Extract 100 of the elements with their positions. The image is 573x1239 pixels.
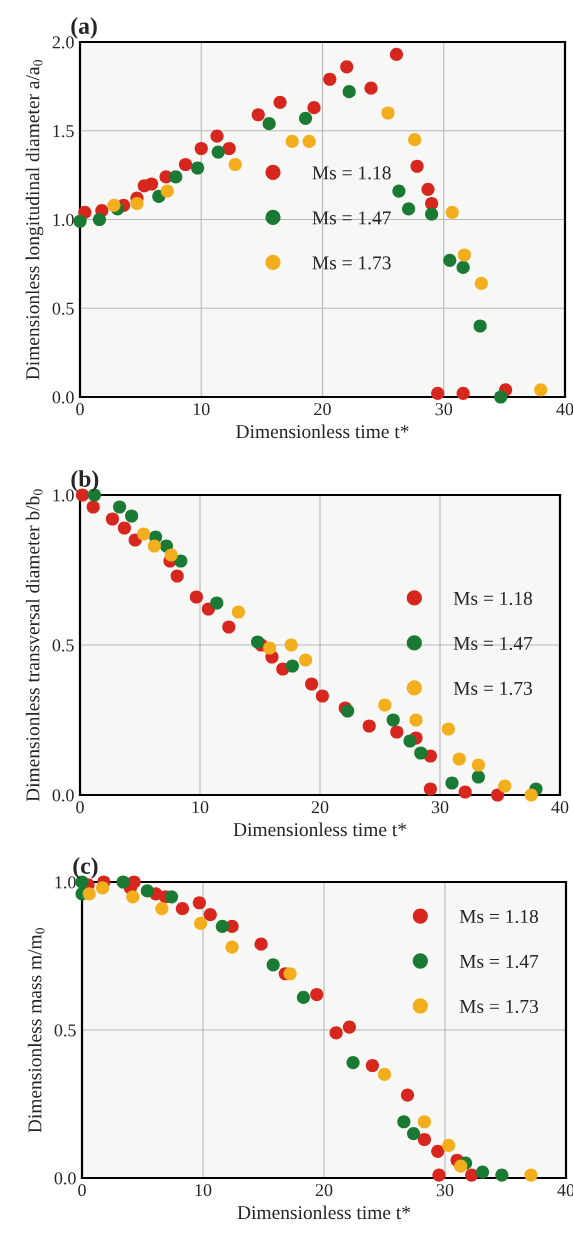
- point: [443, 253, 457, 267]
- x-tick-label: 0: [78, 1184, 86, 1197]
- point: [305, 677, 319, 691]
- point: [126, 890, 140, 904]
- point: [456, 260, 470, 275]
- point: [409, 713, 423, 727]
- point: [273, 95, 287, 109]
- point: [432, 1168, 446, 1182]
- point: [417, 1132, 432, 1147]
- x-tick-label: 30: [431, 801, 449, 814]
- point: [92, 212, 106, 227]
- point: [231, 605, 245, 619]
- point: [417, 1115, 432, 1129]
- point: [174, 554, 188, 568]
- point: [298, 111, 313, 125]
- point: [410, 159, 424, 173]
- x-tick-label: 0: [76, 801, 84, 814]
- x-axis-title: Dimensionless time t*: [237, 1205, 411, 1220]
- point: [390, 725, 404, 739]
- legend-label: Ms = 1.73: [459, 999, 539, 1014]
- point: [381, 106, 395, 120]
- point: [454, 1159, 468, 1173]
- point: [403, 734, 417, 748]
- y-axis-title: Dimensionless transversal diameter b/b$_{0}$: [25, 489, 43, 802]
- point: [465, 1168, 479, 1182]
- point: [283, 967, 297, 981]
- y-axis-title: Dimensionless longitudinal diameter a/a$_{0}$: [25, 59, 44, 380]
- point: [445, 205, 459, 219]
- x-tick-label: 40: [551, 801, 569, 814]
- x-tick-label: 20: [311, 801, 329, 814]
- y-tick-label: 0.0: [54, 1172, 76, 1185]
- point: [457, 248, 471, 262]
- point: [524, 1168, 538, 1182]
- x-tick-label: 10: [195, 1184, 212, 1197]
- point: [414, 746, 428, 760]
- point: [228, 157, 242, 172]
- legend-label: Ms = 1.73: [453, 681, 533, 695]
- point: [164, 890, 179, 904]
- point: [323, 72, 337, 86]
- legend-label: Ms = 1.18: [312, 166, 391, 180]
- y-tick-label: 1.0: [53, 213, 74, 227]
- legend-label: Ms = 1.18: [459, 909, 539, 924]
- point: [82, 887, 96, 901]
- point: [262, 117, 276, 131]
- legend-label: Ms = 1.47: [453, 636, 533, 651]
- point: [193, 916, 208, 931]
- point: [155, 902, 169, 916]
- point: [378, 698, 392, 712]
- point: [315, 689, 329, 703]
- point: [445, 776, 459, 790]
- point: [140, 884, 154, 898]
- point: [310, 987, 324, 1002]
- point: [491, 788, 505, 802]
- point: [377, 1067, 392, 1081]
- point: [346, 1055, 360, 1070]
- point: [254, 937, 268, 951]
- point: [130, 196, 144, 211]
- x-tick-label: 40: [556, 403, 573, 416]
- point: [431, 1144, 445, 1158]
- point: [342, 1020, 356, 1034]
- x-axis-title: Dimensionless time t*: [236, 424, 409, 439]
- point: [329, 1026, 343, 1040]
- point: [105, 512, 119, 526]
- point: [189, 590, 203, 604]
- point: [284, 638, 298, 652]
- point: [442, 1138, 456, 1153]
- point: [471, 770, 485, 784]
- point: [408, 133, 422, 147]
- y-tick-label: 0.5: [52, 639, 74, 652]
- point: [392, 184, 406, 198]
- point: [431, 386, 445, 401]
- point: [266, 958, 280, 972]
- legend-label: Ms = 1.47: [312, 211, 391, 225]
- point: [117, 521, 131, 535]
- legend-label: Ms = 1.18: [453, 591, 533, 606]
- point: [423, 782, 437, 796]
- point: [402, 202, 416, 216]
- point: [425, 207, 439, 221]
- point: [164, 548, 178, 562]
- point: [194, 141, 208, 156]
- point: [307, 101, 321, 115]
- point: [175, 902, 190, 916]
- x-tick-label: 20: [315, 1184, 333, 1197]
- point: [86, 500, 100, 514]
- point: [251, 108, 265, 122]
- point: [302, 134, 316, 148]
- point: [125, 509, 139, 523]
- point: [113, 500, 127, 514]
- point: [534, 383, 548, 397]
- point: [299, 653, 313, 667]
- point: [263, 641, 277, 655]
- point: [494, 390, 508, 404]
- point: [386, 713, 400, 727]
- point: [406, 1127, 421, 1141]
- point: [389, 47, 404, 62]
- point: [475, 1165, 490, 1179]
- point: [285, 134, 299, 148]
- point: [400, 1088, 415, 1102]
- point: [365, 1058, 379, 1073]
- point: [211, 145, 225, 159]
